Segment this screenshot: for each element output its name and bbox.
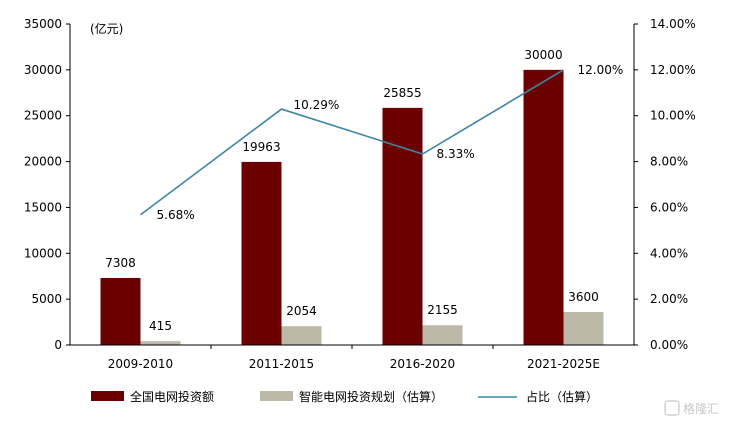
legend-label-ratio: 占比（估算） (526, 389, 598, 404)
x-tick-label: 2016-2020 (390, 357, 455, 371)
data-label-ratio: 8.33% (437, 147, 475, 161)
data-label-national-investment: 30000 (524, 48, 562, 62)
bar-smart-grid (564, 312, 604, 345)
data-label-smart-grid: 415 (149, 319, 172, 333)
right-tick-label: 12.00% (650, 63, 696, 77)
left-tick-label: 15000 (24, 200, 62, 214)
right-tick-label: 14.00% (650, 17, 696, 31)
bar-smart-grid (141, 341, 181, 345)
bar-national-investment (242, 162, 282, 345)
watermark: 格隆汇 (665, 401, 719, 416)
legend-label-national-investment: 全国电网投资额 (130, 389, 214, 404)
legend-label-smart-grid: 智能电网投资规划（估算） (299, 389, 443, 404)
data-label-ratio: 10.29% (294, 98, 340, 112)
bar-smart-grid (423, 325, 463, 345)
data-label-smart-grid: 3600 (568, 290, 599, 304)
right-tick-label: 8.00% (650, 155, 688, 169)
right-tick-label: 0.00% (650, 338, 688, 352)
legend-swatch-national-investment (91, 391, 124, 401)
data-label-smart-grid: 2054 (286, 304, 317, 318)
left-tick-label: 30000 (24, 63, 62, 77)
left-axis-ticks: 0 5000 10000 15000 20000 25000 30000 35000 (24, 17, 70, 352)
legend: 全国电网投资额 智能电网投资规划（估算） 占比（估算） (91, 389, 598, 404)
right-tick-label: 2.00% (650, 292, 688, 306)
data-label-ratio: 12.00% (578, 63, 624, 77)
data-label-ratio: 5.68% (157, 208, 195, 222)
left-tick-label: 5000 (31, 292, 62, 306)
data-label-smart-grid: 2155 (427, 303, 458, 317)
legend-swatch-smart-grid (260, 391, 293, 401)
data-label-national-investment: 25855 (383, 86, 421, 100)
x-tick-label: 2021-2025E (527, 357, 600, 371)
right-tick-label: 10.00% (650, 109, 696, 123)
left-tick-label: 20000 (24, 155, 62, 169)
unit-label: (亿元) (90, 21, 123, 36)
x-tick-label: 2009-2010 (108, 357, 173, 371)
bar-smart-grid (282, 326, 322, 345)
left-tick-label: 0 (54, 338, 62, 352)
bar-national-investment (101, 278, 141, 345)
chart: 0 5000 10000 15000 20000 25000 30000 35000 0.00… (0, 0, 739, 427)
ratio-line-layer (141, 70, 564, 215)
left-tick-label: 10000 (24, 246, 62, 260)
watermark-logo-icon (665, 401, 679, 415)
right-tick-label: 4.00% (650, 246, 688, 260)
x-tick-label: 2011-2015 (249, 357, 314, 371)
x-axis-ticks: 2009-2010 2011-2015 2016-2020 2021-2025E (108, 345, 600, 371)
watermark-text: 格隆汇 (683, 401, 719, 416)
data-label-national-investment: 19963 (242, 140, 280, 154)
bar-national-investment (524, 70, 564, 345)
ratio-line (141, 70, 564, 215)
right-axis-ticks: 0.00% 2.00% 4.00% 6.00% 8.00% 10.00% 12.00% 14.… (634, 17, 696, 352)
data-label-national-investment: 7308 (105, 256, 136, 270)
left-tick-label: 35000 (24, 17, 62, 31)
right-tick-label: 6.00% (650, 200, 688, 214)
left-tick-label: 25000 (24, 109, 62, 123)
